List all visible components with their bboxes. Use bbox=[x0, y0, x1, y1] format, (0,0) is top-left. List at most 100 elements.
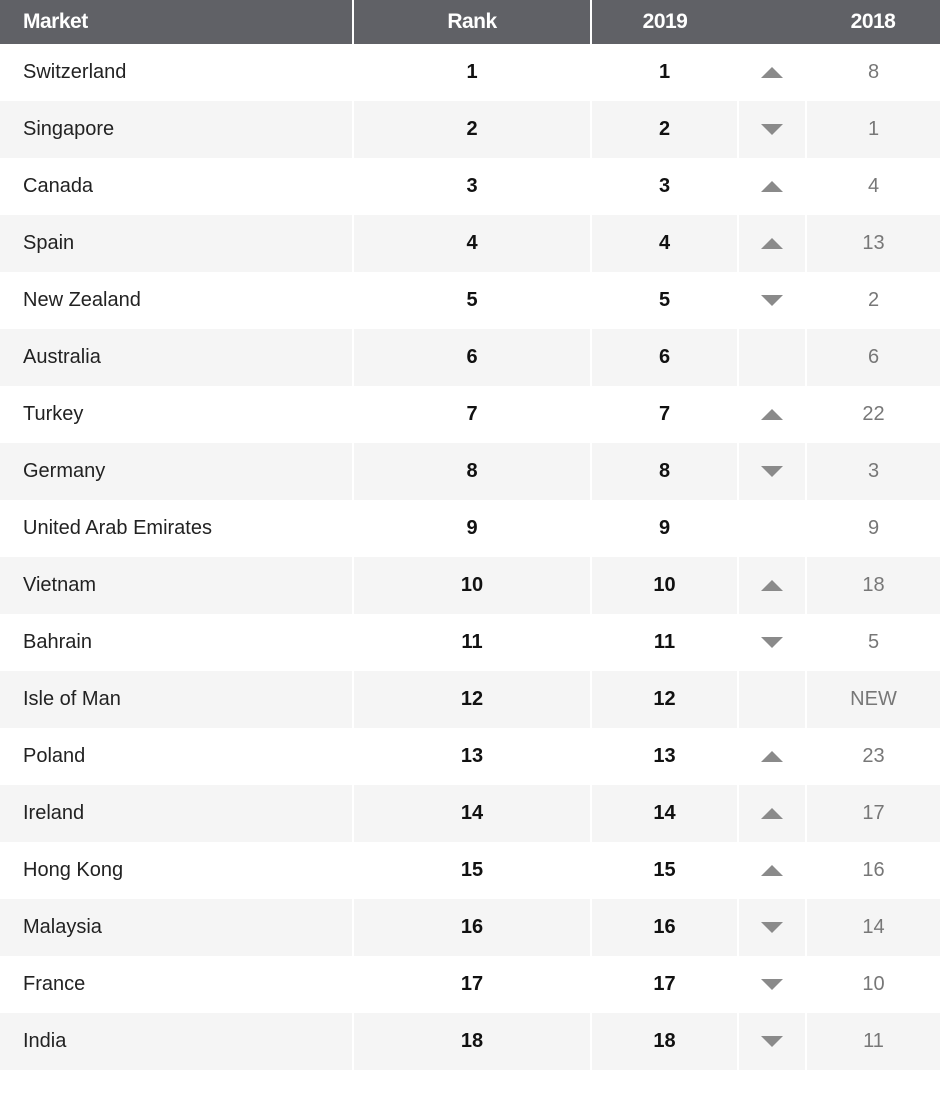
table-row: Australia 6 6 6 bbox=[0, 329, 940, 386]
trend-up-icon bbox=[761, 181, 783, 193]
market-cell: Vietnam bbox=[0, 557, 353, 614]
table-row: France 17 17 10 bbox=[0, 956, 940, 1013]
market-cell: Australia bbox=[0, 329, 353, 386]
rank-2019-cell: 14 bbox=[590, 785, 738, 842]
trend-cell bbox=[737, 329, 806, 386]
rank-cell: 7 bbox=[352, 386, 591, 443]
trend-down-icon bbox=[761, 295, 783, 307]
trend-down-icon bbox=[761, 637, 783, 649]
rank-2018-cell: 13 bbox=[805, 215, 940, 272]
table-row: Singapore 2 2 1 bbox=[0, 101, 940, 158]
rank-2018-cell: 6 bbox=[805, 329, 940, 386]
rank-cell: 1 bbox=[352, 44, 591, 101]
trend-cell bbox=[737, 44, 806, 101]
header-row: Market Rank 2019 2018 bbox=[0, 0, 940, 44]
rank-2019-cell: 2 bbox=[590, 101, 738, 158]
rank-2018-cell: 18 bbox=[805, 557, 940, 614]
header-spacer bbox=[738, 0, 806, 44]
trend-cell bbox=[737, 956, 806, 1013]
rank-cell: 4 bbox=[352, 215, 591, 272]
trend-cell bbox=[737, 899, 806, 956]
rank-2019-cell: 3 bbox=[590, 158, 738, 215]
rank-cell: 8 bbox=[352, 443, 591, 500]
trend-down-icon bbox=[761, 979, 783, 991]
table-row: Isle of Man 12 12 NEW bbox=[0, 671, 940, 728]
market-cell: Ireland bbox=[0, 785, 353, 842]
market-cell: Canada bbox=[23, 175, 94, 197]
market-cell: New Zealand bbox=[23, 289, 141, 311]
table-row: United Arab Emirates 9 9 9 bbox=[0, 500, 940, 557]
trend-down-icon bbox=[761, 466, 783, 478]
rank-2019-cell: 17 bbox=[590, 956, 738, 1013]
market-cell: France bbox=[23, 973, 86, 995]
trend-down-icon bbox=[761, 922, 783, 934]
trend-cell bbox=[737, 785, 806, 842]
rank-cell: 9 bbox=[352, 500, 591, 557]
table-row: New Zealand 5 5 2 bbox=[0, 272, 940, 329]
rank-cell: 5 bbox=[352, 272, 591, 329]
market-cell: Singapore bbox=[0, 101, 353, 158]
rank-2018-cell: 11 bbox=[805, 1013, 940, 1070]
table-row: Malaysia 16 16 14 bbox=[0, 899, 940, 956]
trend-cell bbox=[737, 671, 806, 728]
rank-cell: 14 bbox=[352, 785, 591, 842]
trend-down-icon bbox=[761, 124, 783, 136]
rank-cell: 17 bbox=[352, 956, 591, 1013]
rank-2019-cell: 16 bbox=[590, 899, 738, 956]
rank-cell: 12 bbox=[352, 671, 591, 728]
trend-cell bbox=[737, 557, 806, 614]
rank-2019-cell: 10 bbox=[590, 557, 738, 614]
trend-cell bbox=[737, 101, 806, 158]
trend-up-icon bbox=[761, 238, 783, 250]
table-row: Ireland 14 14 17 bbox=[0, 785, 940, 842]
market-cell: Turkey bbox=[23, 403, 84, 425]
table-row: Germany 8 8 3 bbox=[0, 443, 940, 500]
table-row: Switzerland 1 1 8 bbox=[0, 44, 940, 101]
rank-2018-cell: 3 bbox=[805, 443, 940, 500]
trend-cell bbox=[737, 215, 806, 272]
rank-cell: 11 bbox=[352, 614, 591, 671]
market-cell: Switzerland bbox=[23, 61, 127, 83]
market-cell: United Arab Emirates bbox=[23, 517, 212, 539]
rank-2019-cell: 9 bbox=[590, 500, 738, 557]
trend-cell bbox=[737, 272, 806, 329]
trend-up-icon bbox=[761, 751, 783, 763]
rank-2019-cell: 1 bbox=[590, 44, 738, 101]
rank-cell: 13 bbox=[352, 728, 591, 785]
trend-cell bbox=[737, 158, 806, 215]
rank-2019-cell: 4 bbox=[590, 215, 738, 272]
rank-cell: 15 bbox=[352, 842, 591, 899]
market-cell: Bahrain bbox=[23, 631, 92, 653]
table-row: Canada 3 3 4 bbox=[0, 158, 940, 215]
trend-up-icon bbox=[761, 67, 783, 79]
table-row: Vietnam 10 10 18 bbox=[0, 557, 940, 614]
market-cell: Poland bbox=[23, 745, 86, 767]
rank-2018-cell: 10 bbox=[805, 956, 940, 1013]
rank-cell: 6 bbox=[352, 329, 591, 386]
trend-cell bbox=[737, 728, 806, 785]
trend-down-icon bbox=[761, 1036, 783, 1048]
rank-2018-cell: 5 bbox=[805, 614, 940, 671]
market-cell: Isle of Man bbox=[0, 671, 353, 728]
market-cell: Germany bbox=[0, 443, 353, 500]
trend-cell bbox=[737, 614, 806, 671]
trend-cell bbox=[737, 1013, 806, 1070]
table-row: Spain 4 4 13 bbox=[0, 215, 940, 272]
rank-2019-cell: 5 bbox=[590, 272, 738, 329]
rank-cell: 18 bbox=[352, 1013, 591, 1070]
header-market: Market bbox=[0, 0, 353, 44]
rank-cell: 16 bbox=[352, 899, 591, 956]
rank-2019-cell: 6 bbox=[590, 329, 738, 386]
rank-2019-cell: 8 bbox=[590, 443, 738, 500]
rank-2019-cell: 12 bbox=[590, 671, 738, 728]
rank-2019-cell: 15 bbox=[590, 842, 738, 899]
rank-cell: 3 bbox=[352, 158, 591, 215]
trend-cell bbox=[737, 443, 806, 500]
trend-cell bbox=[737, 500, 806, 557]
rank-2018-cell: 16 bbox=[805, 842, 940, 899]
trend-up-icon bbox=[761, 580, 783, 592]
market-cell: Malaysia bbox=[0, 899, 353, 956]
rank-2019-cell: 18 bbox=[590, 1013, 738, 1070]
market-cell: Hong Kong bbox=[23, 859, 124, 881]
rank-2018-cell: 23 bbox=[805, 728, 940, 785]
